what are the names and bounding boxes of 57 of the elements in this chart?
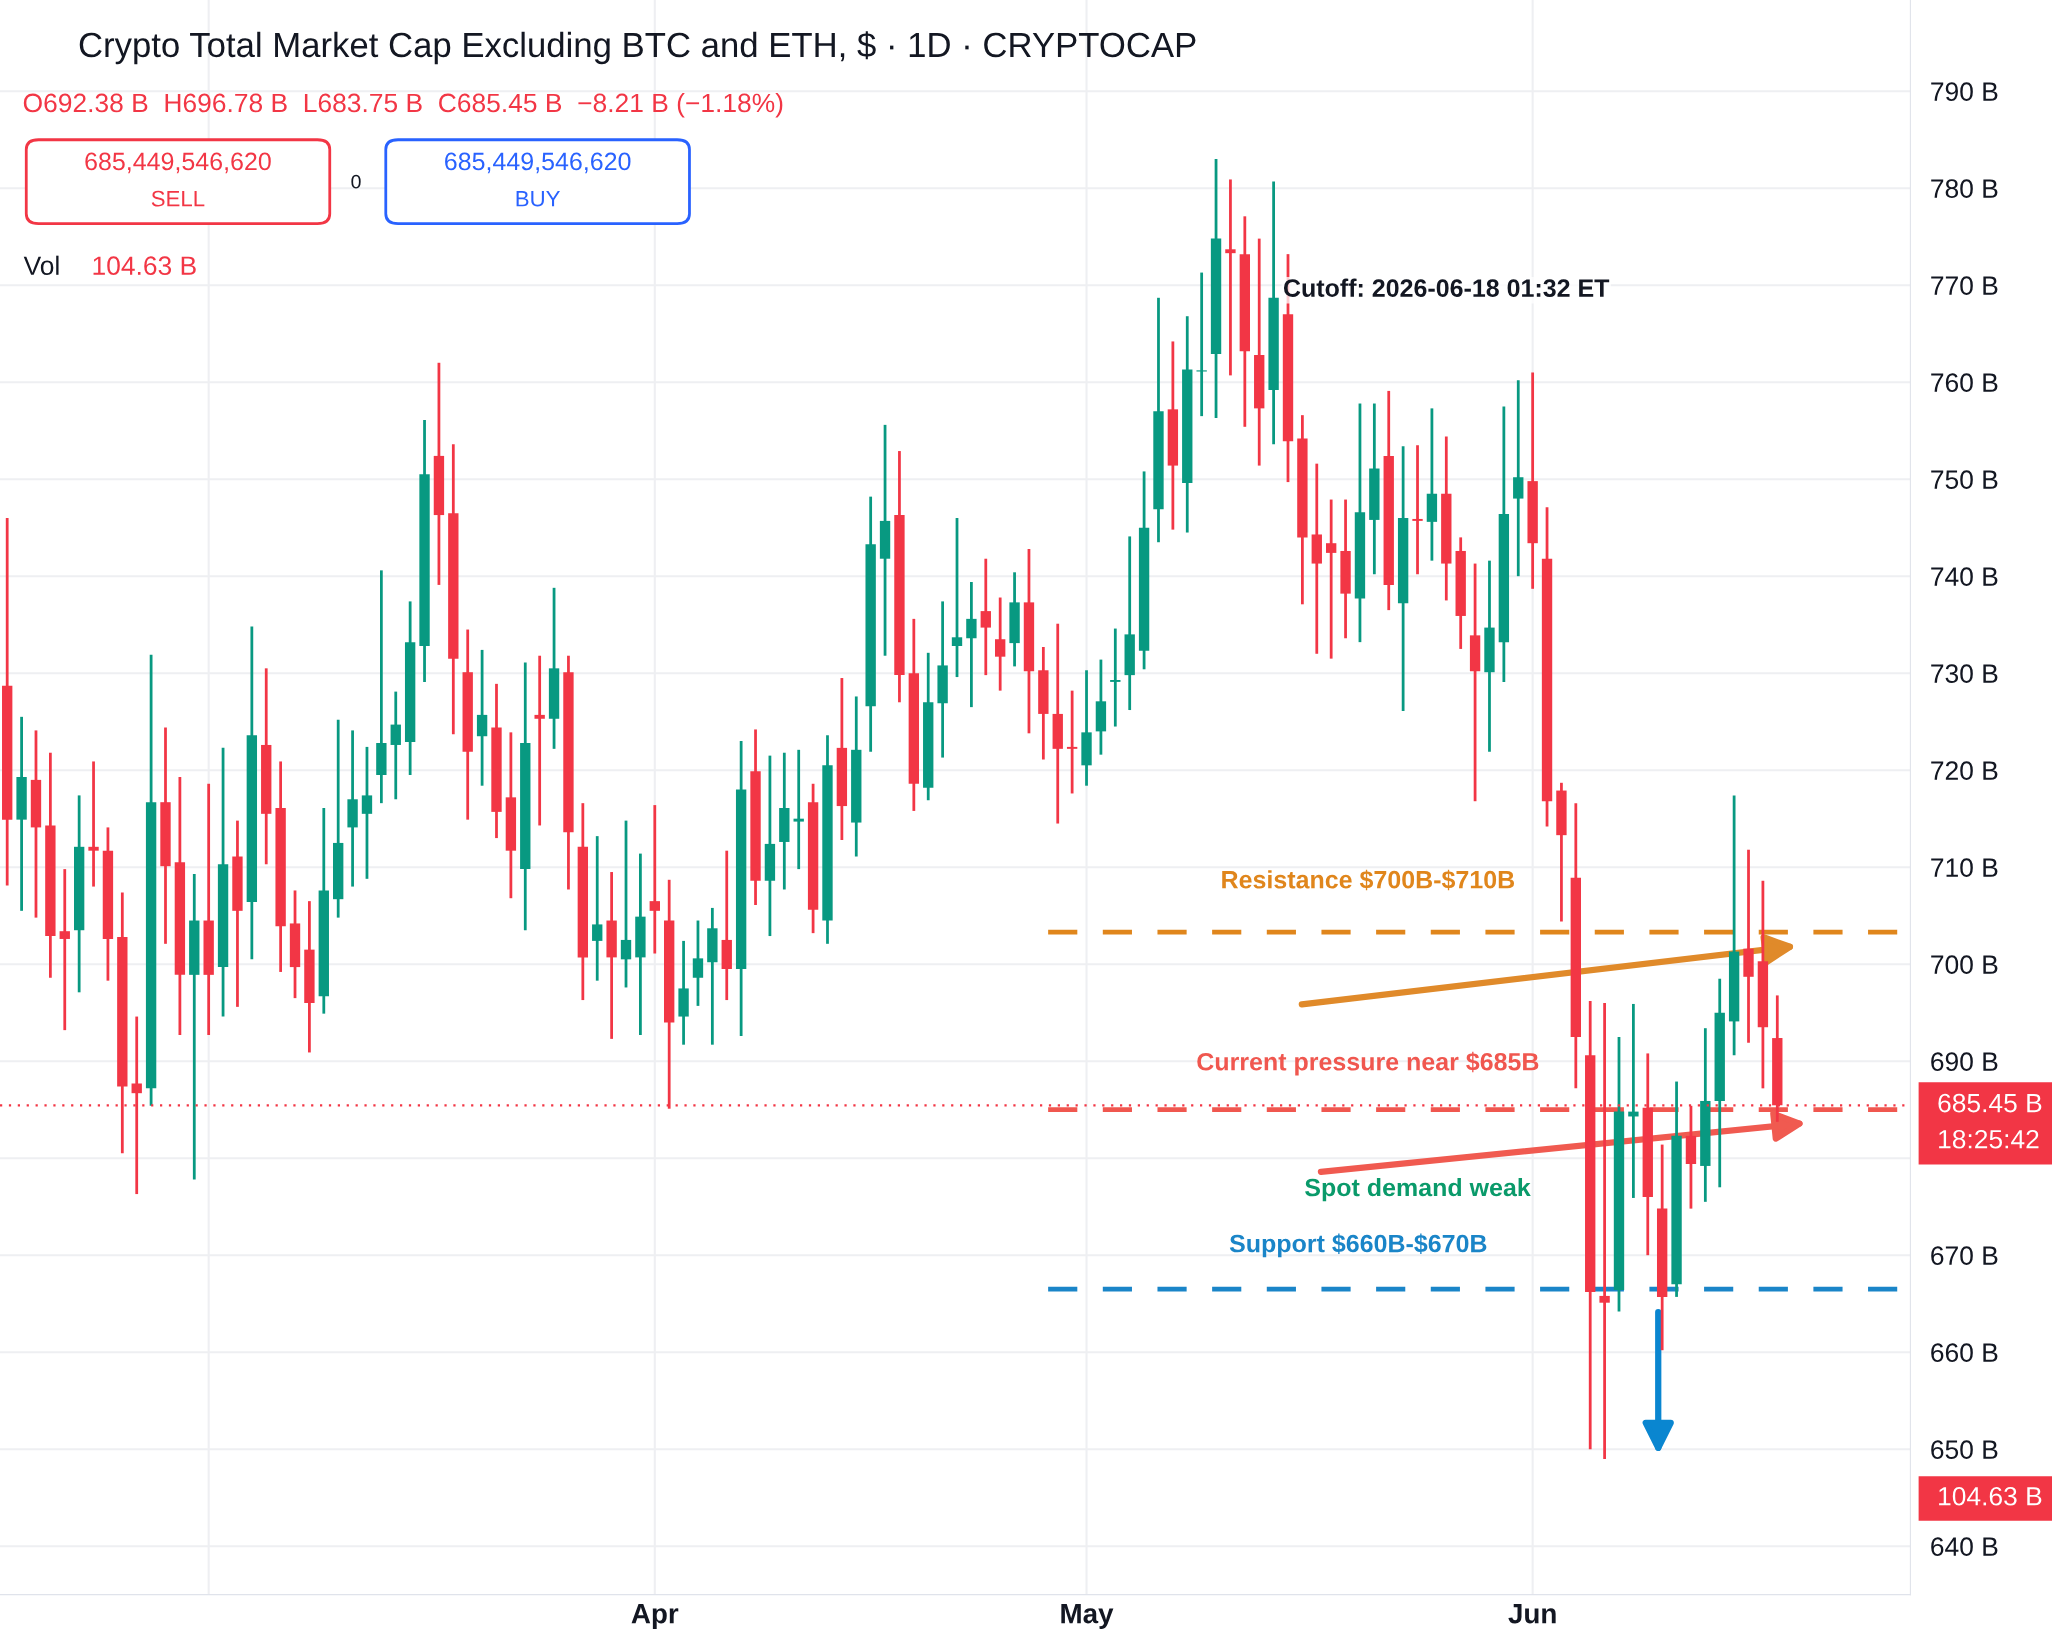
candlestick [592,834,603,983]
y-tick-label: 730 B [1931,664,1998,683]
y-tick-label: 780 B [1931,179,1998,198]
candlestick [966,580,977,709]
candlestick [361,745,373,881]
candlestick [59,867,70,1032]
y-tick-label: 720 B [1931,761,1998,780]
text: Crypto Total Market Cap Excluding BTC and ETH, $ · 1D · CRYPTOCAP [79,31,1196,65]
y-tick-label: 670 B [1931,1246,1998,1265]
y-tick-label: 660 B [1931,1343,1998,1362]
candlestick [692,919,704,1008]
annotation: 685,449,546,620 [85,152,271,174]
candlestick [1196,271,1207,418]
candlestick [951,516,963,679]
ref-line-label: 685.45 B [1938,1093,2042,1113]
annotation: BUY [516,191,560,207]
annotation: Spot demand weak [1305,1177,1531,1202]
annotation: Current pressure near $685B [1197,1051,1539,1076]
candlestick [1325,498,1337,661]
annotation: Vol [23,255,59,276]
y-tick-label: 710 B [1931,858,1998,877]
annotation: SELL [151,190,205,207]
candlestick [1110,627,1121,728]
candlestick [1066,689,1078,795]
candlestick [995,596,1006,693]
text: O692.38 B H696.78 B L683.75 B C685.45 B −8.21 B (−1.18%) [23,92,783,118]
x-tick-label: Apr [631,1604,679,1629]
candlestick [534,654,545,827]
annotation: 685,449,546,620 [445,152,631,174]
candlestick [793,748,804,871]
candlestick [1225,178,1236,377]
y-tick-label: 760 B [1931,373,1998,392]
candlestick [980,557,991,677]
y-tick-label: 650 B [1931,1440,1998,1459]
candlestick [649,803,660,955]
annotation: 0 [351,174,361,189]
annotation: Support $660B-$670B [1229,1233,1487,1258]
candlestick [1513,378,1524,578]
candlestick [88,760,99,888]
annotation: Resistance $700B-$710B [1222,869,1515,891]
x-tick-label: Jun [1508,1604,1556,1624]
x-tick-label: May [1061,1604,1114,1629]
annotation: Cutoff: 2026-06-18 01:32 ET [1283,278,1610,297]
text: 18:25:42 [1939,1129,2039,1149]
y-tick-label: 690 B [1931,1052,1998,1071]
y-tick-label: 640 B [1931,1537,1998,1556]
annotation: 104.63 B [93,256,196,276]
candlestick [1412,443,1423,576]
y-tick-label: 750 B [1931,470,1998,489]
y-tick-label: 740 B [1931,567,1998,586]
y-tick-label: 700 B [1931,955,1998,974]
candlestick [620,819,632,989]
candlestick [390,690,401,801]
candlestick [476,648,488,788]
text: 104.63 B [1939,1486,2042,1506]
y-tick-label: 770 B [1931,276,1998,295]
y-tick-label: 790 B [1931,82,1998,101]
